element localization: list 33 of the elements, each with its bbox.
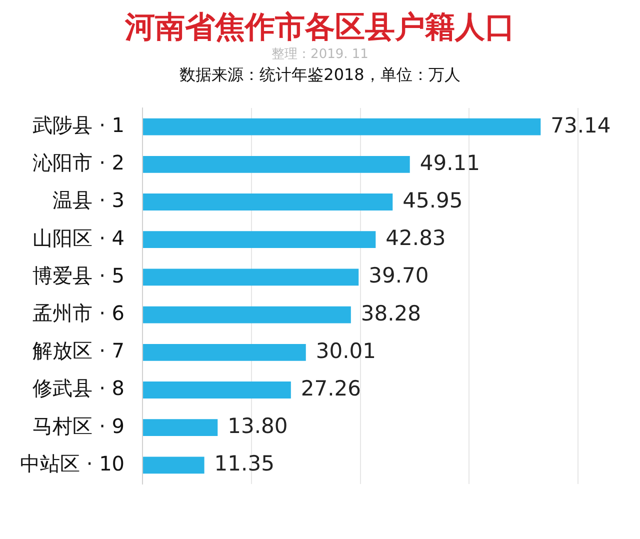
y-tick-label: 解放区 · 7 — [32, 338, 125, 363]
y-tick-label: 修武县 · 8 — [32, 376, 125, 400]
bar — [143, 231, 376, 248]
y-tick-label: 山阳区 · 4 — [32, 226, 125, 250]
source-note: 数据来源：统计年鉴2018，单位：万人 — [178, 64, 462, 86]
data-label: 45.95 — [402, 188, 463, 212]
bar — [143, 156, 410, 173]
y-tick-label: 博爱县 · 5 — [32, 263, 125, 288]
data-label: 38.28 — [360, 301, 422, 326]
data-label: 49.11 — [420, 150, 480, 175]
y-tick-label: 温县 · 3 — [52, 188, 125, 212]
bar — [143, 344, 306, 361]
bar — [143, 419, 218, 436]
bar — [143, 306, 351, 324]
y-tick-label: 马村区 · 9 — [32, 414, 125, 438]
bar — [143, 268, 359, 286]
data-label: 11.35 — [214, 452, 274, 476]
data-label: 42.83 — [386, 226, 446, 250]
data-label: 73.14 — [550, 113, 611, 138]
y-tick-label: 中站区 · 10 — [20, 451, 125, 476]
y-tick-label: 沁阳市 · 2 — [32, 150, 125, 175]
data-label: 27.26 — [300, 376, 362, 400]
bar — [143, 382, 291, 398]
y-tick-label: 武陟县 · 1 — [32, 113, 125, 138]
bar — [143, 118, 541, 136]
bar — [143, 456, 204, 474]
y-tick-label: 孟州市 · 6 — [32, 301, 125, 326]
data-label: 30.01 — [316, 338, 376, 363]
data-label: 39.70 — [368, 264, 429, 288]
data-label: 13.80 — [228, 414, 288, 438]
bar — [143, 194, 393, 210]
chart-title: 河南省焦作市各区县户籍人口 — [124, 10, 516, 46]
chart-subtitle: 整理：2019. 11 — [270, 46, 370, 64]
